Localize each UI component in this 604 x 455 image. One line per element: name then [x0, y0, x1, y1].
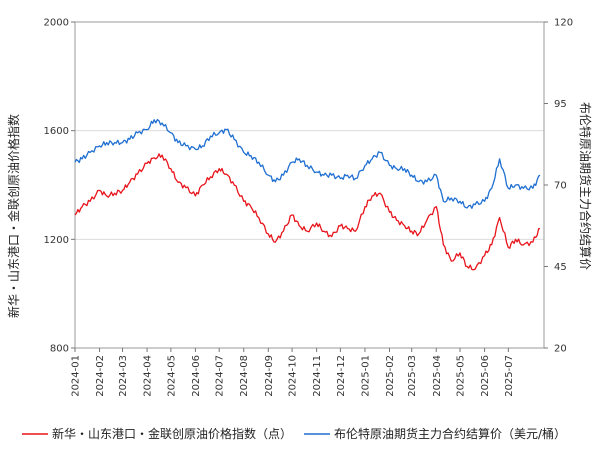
x-tick-label: 2025-06 [480, 355, 491, 397]
x-axis-ticks: 2024-01 2024-02 2024-03 2024-04 2024-05 2024-… [71, 348, 515, 397]
left-axis-ticks: 800 1200 1600 2000 [44, 18, 75, 355]
left-tick-label: 1600 [44, 126, 69, 137]
x-tick-label: 2025-01 [360, 355, 371, 397]
x-tick-label: 2025-05 [456, 355, 467, 397]
legend-label: 新华・山东港口・金联创原油价格指数（点） [52, 426, 292, 441]
x-tick-label: 2025-03 [407, 355, 418, 397]
x-tick-label: 2024-10 [288, 355, 299, 397]
x-tick-label: 2024-02 [95, 355, 106, 397]
right-tick-label: 20 [554, 344, 567, 355]
x-tick-label: 2024-09 [264, 355, 275, 397]
left-axis-title: 新华・山东港口・金联创原油价格指数 [6, 114, 21, 318]
x-tick-label: 2024-11 [312, 355, 323, 397]
series-layer [74, 118, 541, 271]
series-line-1 [74, 153, 541, 271]
x-tick-label: 2024-01 [71, 355, 82, 397]
x-tick-label: 2025-04 [432, 355, 443, 397]
left-tick-label: 1200 [44, 235, 69, 246]
x-tick-label: 2024-03 [118, 355, 129, 397]
x-tick-label: 2024-06 [191, 355, 202, 397]
x-tick-label: 2024-04 [143, 355, 154, 397]
right-axis-title: 布伦特原油期货主力合约结算价 [578, 102, 593, 270]
x-tick-label: 2025-07 [504, 355, 515, 397]
left-tick-label: 2000 [44, 18, 69, 29]
right-tick-label: 120 [554, 18, 573, 29]
legend-label: 布伦特原油期货主力合约结算价（美元/桶） [334, 426, 566, 441]
right-tick-label: 95 [554, 99, 567, 110]
x-tick-label: 2024-12 [336, 355, 347, 397]
right-axis-ticks: 20 45 70 95 120 [544, 18, 573, 355]
x-tick-label: 2024-05 [166, 355, 177, 397]
x-tick-label: 2024-08 [239, 355, 250, 397]
legend: 新华・山东港口・金联创原油价格指数（点） 布伦特原油期货主力合约结算价（美元/桶） [22, 426, 566, 441]
right-tick-label: 70 [554, 181, 567, 192]
right-tick-label: 45 [554, 262, 567, 273]
x-tick-label: 2024-07 [215, 355, 226, 397]
x-tick-label: 2025-02 [385, 355, 396, 397]
left-tick-label: 800 [50, 344, 69, 355]
series-line-2 [74, 118, 541, 209]
